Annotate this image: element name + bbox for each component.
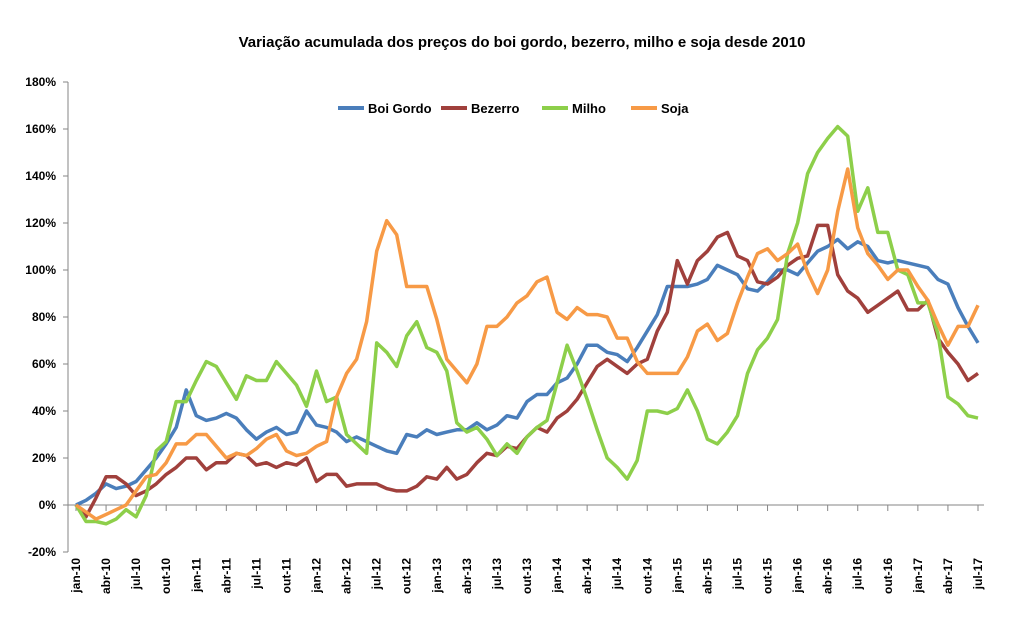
chart-title: Variação acumulada dos preços do boi gor… xyxy=(239,34,806,51)
x-tick-label: jul-12 xyxy=(370,558,384,591)
x-tick-label: out-11 xyxy=(279,558,293,594)
legend: Boi Gordo Bezerro Milho Soja xyxy=(338,101,689,116)
y-tick-label: 160% xyxy=(25,122,56,136)
x-tick-label: abr-15 xyxy=(700,558,714,594)
x-tick-label: out-13 xyxy=(520,558,534,594)
x-tick-label: out-14 xyxy=(640,558,654,594)
y-tick-label: 180% xyxy=(25,75,56,89)
y-tick-label: 120% xyxy=(25,216,56,230)
x-tick-label: jul-17 xyxy=(971,558,985,591)
x-tick-label: abr-11 xyxy=(219,558,233,594)
x-tick-label: jan-12 xyxy=(310,558,324,594)
y-tick-label: 40% xyxy=(32,404,56,418)
x-tick-label: jan-10 xyxy=(69,558,83,594)
x-tick-label: jan-17 xyxy=(911,558,925,594)
x-tick-label: jul-11 xyxy=(249,558,263,590)
x-tick-label: abr-12 xyxy=(340,558,354,594)
y-tick-label: 60% xyxy=(32,357,56,371)
x-tick-label: out-10 xyxy=(159,558,173,594)
series-line-boi-gordo xyxy=(75,237,980,507)
x-tick-label: abr-13 xyxy=(460,558,474,594)
x-tick-label: jan-11 xyxy=(189,558,203,593)
x-tick-label: jan-14 xyxy=(550,558,564,594)
series-line-bezerro xyxy=(74,223,980,519)
legend-label: Milho xyxy=(572,101,606,116)
series-line-milho xyxy=(74,124,979,526)
x-tick-label: abr-17 xyxy=(941,558,955,594)
series-line-soja xyxy=(74,167,980,521)
x-tick-label: jan-15 xyxy=(670,558,684,594)
x-tick-label: jul-16 xyxy=(851,558,865,591)
x-tick-label: out-12 xyxy=(400,558,414,594)
x-tick-label: jul-14 xyxy=(610,558,624,591)
x-tick-label: abr-10 xyxy=(99,558,113,594)
x-tick-label: abr-14 xyxy=(580,558,594,594)
x-tick-label: out-15 xyxy=(761,558,775,594)
x-tick-label: out-16 xyxy=(881,558,895,594)
legend-label: Boi Gordo xyxy=(368,101,432,116)
y-tick-label: -20% xyxy=(28,545,56,559)
y-tick-label: 140% xyxy=(25,169,56,183)
y-tick-label: 100% xyxy=(25,263,56,277)
x-tick-label: jul-10 xyxy=(129,558,143,591)
x-tick-label: jul-13 xyxy=(490,558,504,591)
x-tick-label: jan-16 xyxy=(791,558,805,594)
axes: -20% 0% 20% 40% 60% 80% 100% 120% 140% 160% 180% ja… xyxy=(25,75,985,594)
series-lines xyxy=(74,124,980,526)
legend-label: Bezerro xyxy=(471,101,519,116)
legend-label: Soja xyxy=(661,101,689,116)
y-tick-label: 80% xyxy=(32,310,56,324)
y-tick-label: 0% xyxy=(39,498,57,512)
x-tick-label: jan-13 xyxy=(430,558,444,594)
y-tick-label: 20% xyxy=(32,451,56,465)
x-tick-label: jul-15 xyxy=(730,558,744,591)
x-tick-label: abr-16 xyxy=(821,558,835,594)
